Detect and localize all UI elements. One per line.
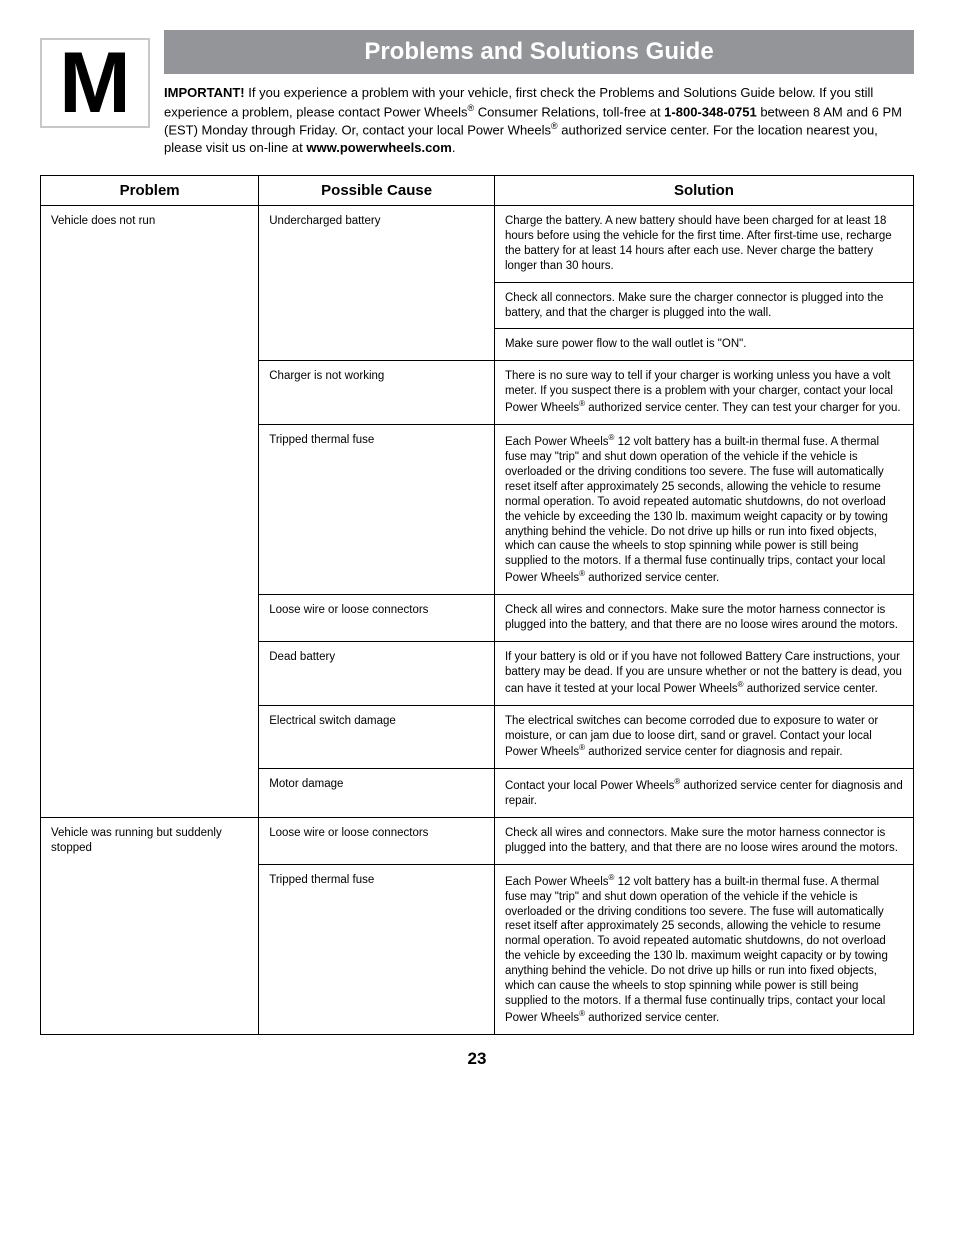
solution-cell: The electrical switches can become corro… bbox=[494, 705, 913, 769]
cause-cell: Loose wire or loose connectors bbox=[259, 595, 495, 642]
cause-cell: Tripped thermal fuse bbox=[259, 425, 495, 595]
page-title: Problems and Solutions Guide bbox=[164, 30, 914, 74]
cause-cell: Charger is not working bbox=[259, 361, 495, 425]
solution-cell: Check all wires and connectors. Make sur… bbox=[494, 595, 913, 642]
section-letter: M bbox=[59, 40, 131, 126]
table-row: Vehicle was running but suddenly stopped… bbox=[41, 817, 914, 864]
solution-cell: If your battery is old or if you have no… bbox=[494, 641, 913, 705]
header-problem: Problem bbox=[41, 175, 259, 205]
cause-cell: Tripped thermal fuse bbox=[259, 864, 495, 1034]
solution-cell: Check all wires and connectors. Make sur… bbox=[494, 817, 913, 864]
cause-cell: Electrical switch damage bbox=[259, 705, 495, 769]
solution-cell: Contact your local Power Wheels® authori… bbox=[494, 769, 913, 818]
intro-text: IMPORTANT! If you experience a problem w… bbox=[164, 84, 914, 157]
table-row: Vehicle does not runUndercharged battery… bbox=[41, 205, 914, 282]
solution-cell: There is no sure way to tell if your cha… bbox=[494, 361, 913, 425]
problem-cell: Vehicle does not run bbox=[41, 205, 259, 817]
header-solution: Solution bbox=[494, 175, 913, 205]
solution-cell: Charge the battery. A new battery should… bbox=[494, 205, 913, 282]
solution-cell: Each Power Wheels® 12 volt battery has a… bbox=[494, 864, 913, 1034]
cause-cell: Dead battery bbox=[259, 641, 495, 705]
page-number: 23 bbox=[40, 1049, 914, 1069]
cause-cell: Undercharged battery bbox=[259, 205, 495, 361]
section-letter-box: M bbox=[40, 38, 150, 128]
problem-cell: Vehicle was running but suddenly stopped bbox=[41, 817, 259, 1034]
cause-cell: Loose wire or loose connectors bbox=[259, 817, 495, 864]
header-cause: Possible Cause bbox=[259, 175, 495, 205]
solution-cell: Make sure power flow to the wall outlet … bbox=[494, 329, 913, 361]
cause-cell: Motor damage bbox=[259, 769, 495, 818]
problems-table: Problem Possible Cause Solution Vehicle … bbox=[40, 175, 914, 1035]
solution-cell: Check all connectors. Make sure the char… bbox=[494, 282, 913, 329]
solution-cell: Each Power Wheels® 12 volt battery has a… bbox=[494, 425, 913, 595]
